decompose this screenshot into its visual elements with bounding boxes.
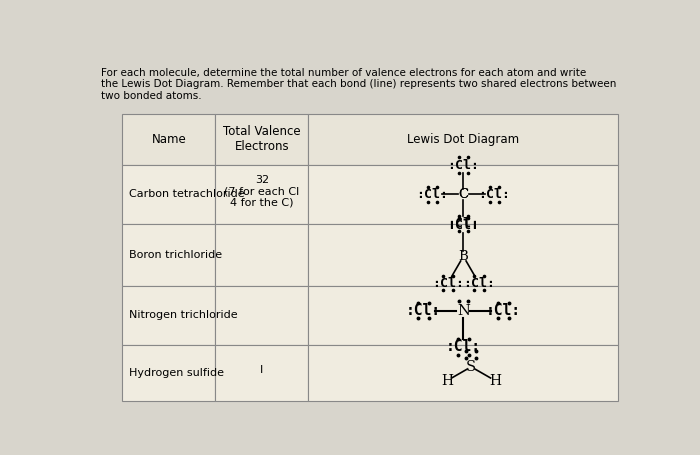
Text: :Cl:: :Cl: <box>432 277 464 289</box>
Text: Name: Name <box>151 133 186 146</box>
Text: :Cl:: :Cl: <box>446 339 481 354</box>
Text: C: C <box>458 188 468 201</box>
Text: Nitrogen trichloride: Nitrogen trichloride <box>129 310 237 320</box>
Text: Lewis Dot Diagram: Lewis Dot Diagram <box>407 133 519 146</box>
Bar <box>309 114 618 165</box>
Text: :Cl:: :Cl: <box>486 303 522 318</box>
Bar <box>309 345 618 401</box>
Bar <box>309 286 618 345</box>
Text: Hydrogen sulfide: Hydrogen sulfide <box>129 368 223 378</box>
Text: H: H <box>441 374 453 388</box>
Text: :Cl:: :Cl: <box>478 188 510 201</box>
Bar <box>309 224 618 286</box>
Bar <box>216 114 309 165</box>
Text: Boron trichloride: Boron trichloride <box>129 250 222 260</box>
Text: Total Valence
Electrons: Total Valence Electrons <box>223 125 301 153</box>
Bar <box>216 345 309 401</box>
Bar <box>122 224 216 286</box>
Bar <box>122 345 216 401</box>
Text: Carbon tetrachloride: Carbon tetrachloride <box>129 189 244 199</box>
Text: S: S <box>466 360 476 374</box>
Text: :Cl:: :Cl: <box>416 188 449 201</box>
Text: C: C <box>458 188 468 201</box>
Text: :Cl:: :Cl: <box>447 159 480 172</box>
Text: For each molecule, determine the total number of valence electrons for each atom: For each molecule, determine the total n… <box>101 68 617 101</box>
Text: :Cl:: :Cl: <box>447 217 480 230</box>
Bar <box>216 165 309 224</box>
Bar <box>122 165 216 224</box>
Text: H: H <box>489 374 501 388</box>
Bar <box>309 165 618 224</box>
Text: I: I <box>260 365 263 375</box>
Text: 32
(7 for each Cl
4 for the C): 32 (7 for each Cl 4 for the C) <box>224 175 300 208</box>
Bar <box>216 224 309 286</box>
Bar <box>122 114 216 165</box>
Bar <box>216 286 309 345</box>
Text: :Cl:: :Cl: <box>447 219 480 232</box>
Bar <box>122 286 216 345</box>
Text: :Cl:: :Cl: <box>463 277 495 289</box>
Text: B: B <box>458 250 468 263</box>
Text: :Cl:: :Cl: <box>405 303 440 318</box>
Text: N: N <box>457 303 470 318</box>
